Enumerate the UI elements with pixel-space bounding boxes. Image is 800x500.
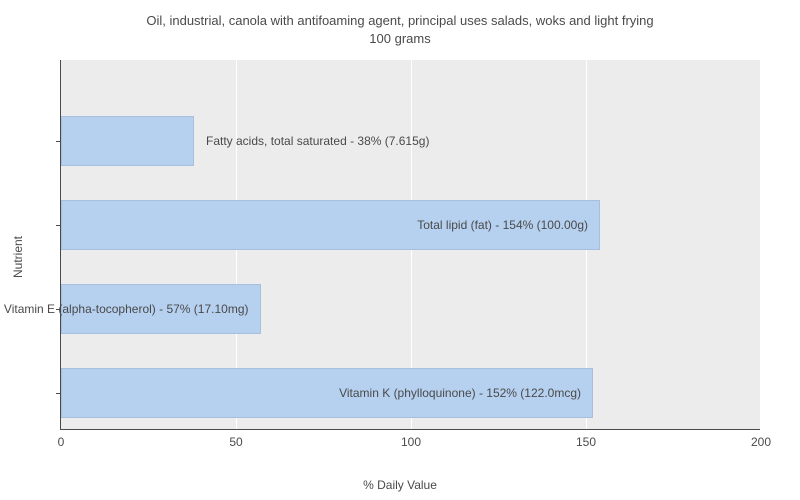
grid-line [761, 60, 762, 429]
bar-row: Vitamin K (phylloquinone) - 152% (122.0m… [61, 364, 761, 422]
y-axis-title: Nutrient [11, 236, 25, 278]
bar-label: Total lipid (fat) - 154% (100.00g) [417, 218, 588, 232]
x-axis-title: % Daily Value [363, 478, 437, 492]
bar-row: Total lipid (fat) - 154% (100.00g) [61, 196, 761, 254]
bar-row: Vitamin E (alpha-tocopherol) - 57% (17.1… [61, 280, 761, 338]
bar [61, 116, 194, 166]
bar-label: Vitamin K (phylloquinone) - 152% (122.0m… [339, 386, 581, 400]
chart-title: Oil, industrial, canola with antifoaming… [0, 0, 800, 47]
bar-row: Fatty acids, total saturated - 38% (7.61… [61, 112, 761, 170]
x-tick-label: 0 [58, 435, 65, 449]
bar-label: Vitamin E (alpha-tocopherol) - 57% (17.1… [4, 302, 249, 316]
chart-title-line2: 100 grams [0, 30, 800, 48]
x-tick-label: 50 [229, 435, 242, 449]
chart-title-line1: Oil, industrial, canola with antifoaming… [0, 12, 800, 30]
x-tick-label: 150 [576, 435, 596, 449]
x-tick-label: 200 [751, 435, 771, 449]
bar-label: Fatty acids, total saturated - 38% (7.61… [206, 134, 429, 148]
plot-area: 050100150200Fatty acids, total saturated… [60, 60, 760, 430]
x-tick-label: 100 [401, 435, 421, 449]
